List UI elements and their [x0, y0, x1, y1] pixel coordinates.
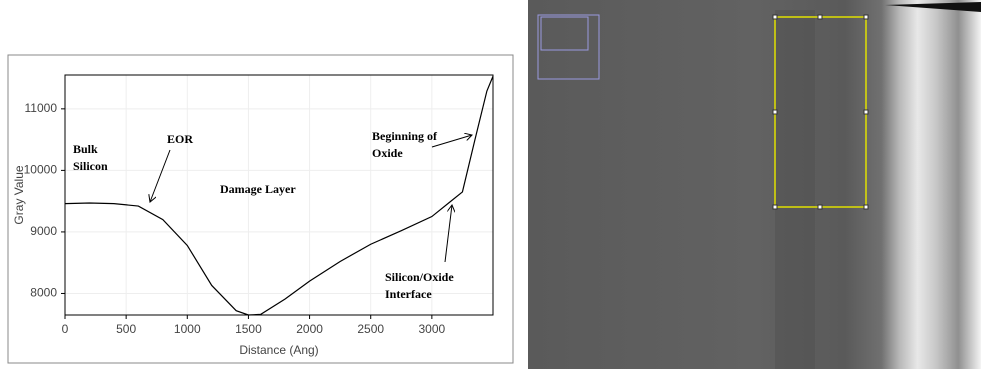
annotation: Damage Layer — [220, 182, 296, 196]
annotation: Beginning of — [372, 129, 438, 143]
chart-panel — [8, 55, 513, 363]
x-tick-label: 0 — [62, 322, 69, 336]
x-tick-label: 2000 — [296, 322, 323, 336]
annotation: EOR — [167, 132, 193, 146]
page: 8000 9000 10000 11000 0 500 1000 1500 2000 2500 30… — [0, 0, 981, 369]
x-tick-label: 1000 — [174, 322, 201, 336]
annotation: Silicon — [73, 159, 108, 173]
dark-band — [775, 10, 815, 369]
y-tick-label: 9000 — [30, 224, 57, 238]
x-tick-label: 3000 — [419, 322, 446, 336]
x-axis-label: Distance (Ang) — [239, 343, 318, 357]
x-tick-label: 500 — [116, 322, 136, 336]
annotation: Bulk — [73, 142, 98, 156]
y-tick-label: 8000 — [30, 286, 57, 300]
annotation: Interface — [385, 287, 432, 301]
annotation: Silicon/Oxide — [385, 270, 454, 284]
figure: 8000 9000 10000 11000 0 500 1000 1500 2000 2500 30… — [0, 0, 981, 369]
y-tick-label: 10000 — [24, 163, 58, 177]
x-tick-label: 2500 — [357, 322, 384, 336]
annotation: Oxide — [372, 146, 403, 160]
x-tick-label: 1500 — [235, 322, 262, 336]
micrograph — [528, 0, 981, 369]
y-axis-label: Gray Value — [12, 165, 26, 224]
y-tick-label: 11000 — [25, 101, 58, 115]
